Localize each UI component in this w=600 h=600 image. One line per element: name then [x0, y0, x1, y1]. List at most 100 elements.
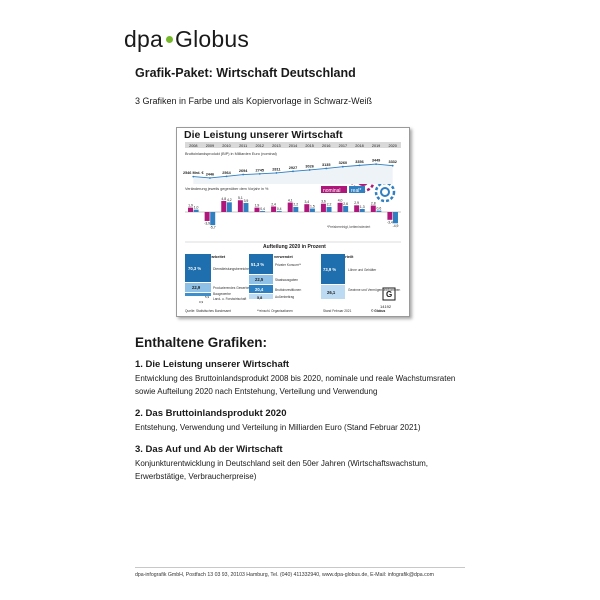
bar-real [326, 206, 332, 212]
col2-box-foreign [249, 294, 273, 299]
bar-real-label: 1,0 [194, 206, 199, 210]
bar-nominal-label: 3,4 [304, 200, 309, 204]
bar-nominal [337, 202, 343, 212]
year-label: 2008 [189, 144, 197, 148]
bar-nominal-label: 4,0 [338, 199, 343, 203]
col3-label-0: Löhne und Gehälter [348, 268, 377, 272]
bar-real [210, 212, 216, 226]
bar-real [359, 209, 365, 212]
col3-value-0: 73,9 % [323, 267, 336, 272]
gdp-value-label: 3449 [372, 159, 380, 163]
item-3-title: 3. Das Auf und Ab der Wirtschaft [135, 444, 283, 455]
brand-part-globus: Globus [174, 26, 250, 52]
bar-nominal [271, 206, 277, 212]
gdp-line-layer: 2546 Mrd. €2446 2564 2694 2745 2811 2927 3026 3… [183, 159, 397, 184]
bar-nominal-label: 1,9 [188, 203, 193, 207]
bar-real [226, 202, 232, 212]
bar-real [293, 206, 299, 212]
gdp-point [308, 169, 311, 171]
col1-value-0: 70,3 % [188, 266, 201, 271]
graphic-code: 14192 [380, 304, 392, 309]
footnote-label: **einschl. Organisationen [257, 309, 293, 313]
gdp-label: Bruttoinlandsprodukt (BIP) in Milliarden… [185, 152, 278, 156]
gdp-point [225, 175, 228, 178]
year-label: 2010 [222, 144, 230, 148]
year-label: 2018 [355, 144, 363, 148]
bar-nominal-label: -3,4 [387, 220, 393, 224]
gdp-point [258, 172, 261, 175]
col3-box-wages [321, 254, 345, 284]
item-2-desc: Entstehung, Verwendung und Verteilung in… [135, 423, 421, 432]
bar-real-label: 1,5 [310, 204, 315, 208]
bar-real-label: 3,9 [244, 199, 249, 203]
gdp-point [209, 177, 211, 179]
bar-real [376, 210, 382, 212]
gdp-value-label: 2446 [206, 172, 214, 176]
col2-heading: Dafür verwendet [263, 255, 293, 259]
gdp-point [292, 170, 294, 173]
col3-box-profits [321, 285, 345, 299]
stand-label: Stand Februar 2021 [323, 309, 352, 313]
source-label: Quelle: Statistisches Bundesamt [185, 309, 231, 313]
year-label: 2011 [239, 144, 247, 148]
col2-label-3: Außenbeitrag [275, 295, 294, 299]
breakdown-title: Aufteilung 2020 in Prozent [263, 244, 326, 250]
gdp-point [325, 167, 328, 170]
year-label: 2009 [206, 144, 214, 148]
gdp-area [193, 164, 393, 184]
item-1-title: 1. Die Leistung unserer Wirtschaft [135, 359, 290, 370]
gdp-point [358, 164, 361, 167]
gdp-value-label: 2564 [222, 171, 231, 175]
bar-real-label: 4,2 [227, 198, 232, 202]
col1-value-2: 5,9 [205, 295, 210, 299]
bar-real [260, 211, 266, 212]
globus-mark-letter: G [386, 290, 392, 299]
gdp-point [341, 165, 344, 168]
gdp-value-label: 3332 [388, 160, 396, 164]
year-label: 2016 [322, 144, 330, 148]
col1-heading: Dort erarbeitet [199, 255, 226, 259]
legend-nominal-swatch [321, 186, 347, 193]
col2-value-0: 51,3 % [251, 262, 264, 267]
bar-nominal-label: 5,1 [238, 196, 243, 200]
brand-logo: dpa Globus [124, 26, 249, 53]
gdp-value-label: 3135 [322, 163, 330, 167]
package-subtitle: 3 Grafiken in Farbe und als Kopiervorlag… [135, 96, 372, 106]
gdp-value-label: 3260 [339, 161, 347, 165]
year-label: 2020 [388, 144, 396, 148]
bar-nominal-label: 2,9 [354, 201, 359, 205]
bar-nominal [354, 205, 360, 212]
bar-nominal [254, 207, 260, 212]
brand-part-dpa: dpa [124, 26, 163, 52]
preview-title: Die Leistung unserer Wirtschaft [184, 129, 343, 141]
preview-chart: nominal real* Bruttoinlandsprodukt (BIP)… [183, 142, 401, 313]
gdp-point [391, 164, 394, 167]
year-label: 2012 [256, 144, 264, 148]
col2-label-0: Privater Konsum** [275, 263, 302, 267]
gdp-value-label: 2927 [289, 166, 297, 170]
bar-real-label: 2,2 [327, 203, 332, 207]
credit-label: © Globus [371, 309, 385, 313]
bar-nominal-label: 2,4 [271, 202, 276, 206]
item-2-title: 2. Das Bruttoinlandsprodukt 2020 [135, 408, 287, 419]
bar-nominal-label: 4,8 [221, 197, 226, 201]
col2-label-2: Bruttoinvestitionen [275, 288, 301, 292]
col1-label-0: Dienstleistungsbereiche [213, 267, 249, 271]
bar-real-label: 0,4 [277, 207, 282, 211]
year-label: 2017 [339, 144, 347, 148]
year-label: 2013 [272, 144, 280, 148]
bar-real-label: 0,6 [377, 206, 382, 210]
legend-nominal-label: nominal [323, 188, 341, 194]
col1-value-3: 0,9 [199, 300, 204, 304]
bar-real-label: -5,7 [210, 226, 216, 230]
legend-real-swatch [349, 186, 365, 193]
col1-label-1: Produzierendes Gewerbe [213, 286, 249, 290]
col2-value-3: 5,8 [257, 296, 262, 300]
item-1-desc: Entwicklung des Bruttoinlandsprodukt 200… [135, 374, 456, 396]
gear-blue-icon [374, 181, 396, 203]
bar-nominal [370, 205, 376, 212]
gdp-point [275, 172, 278, 174]
bar-nominal [304, 204, 310, 212]
bar-real-label: 2,6 [343, 202, 348, 206]
footer-divider [135, 567, 465, 568]
